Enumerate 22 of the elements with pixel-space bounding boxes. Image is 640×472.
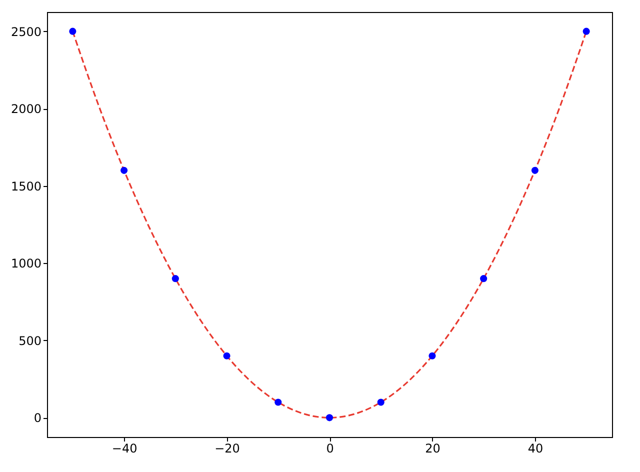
x-tick-label: −20	[214, 442, 240, 456]
point	[69, 28, 76, 35]
x-tick-label: 20	[425, 442, 440, 456]
x-tick-label: −40	[112, 442, 138, 456]
y-tick-label: 0	[34, 411, 42, 426]
point	[172, 275, 179, 282]
point	[480, 275, 488, 282]
point	[120, 166, 128, 174]
y-tick-label: 1500	[10, 179, 42, 194]
point	[274, 398, 282, 406]
point	[531, 166, 538, 174]
point	[377, 398, 384, 406]
x-tick-label: 0	[326, 442, 334, 456]
y-tick-label: 1000	[10, 256, 42, 271]
y-tick-label: 500	[18, 334, 42, 348]
point	[428, 352, 436, 360]
point	[326, 414, 334, 422]
y-tick-label: 2500	[10, 24, 42, 39]
point	[223, 352, 230, 360]
x-tick-label: 40	[528, 442, 544, 456]
point	[582, 28, 590, 35]
y-tick-label: 2000	[10, 102, 42, 116]
